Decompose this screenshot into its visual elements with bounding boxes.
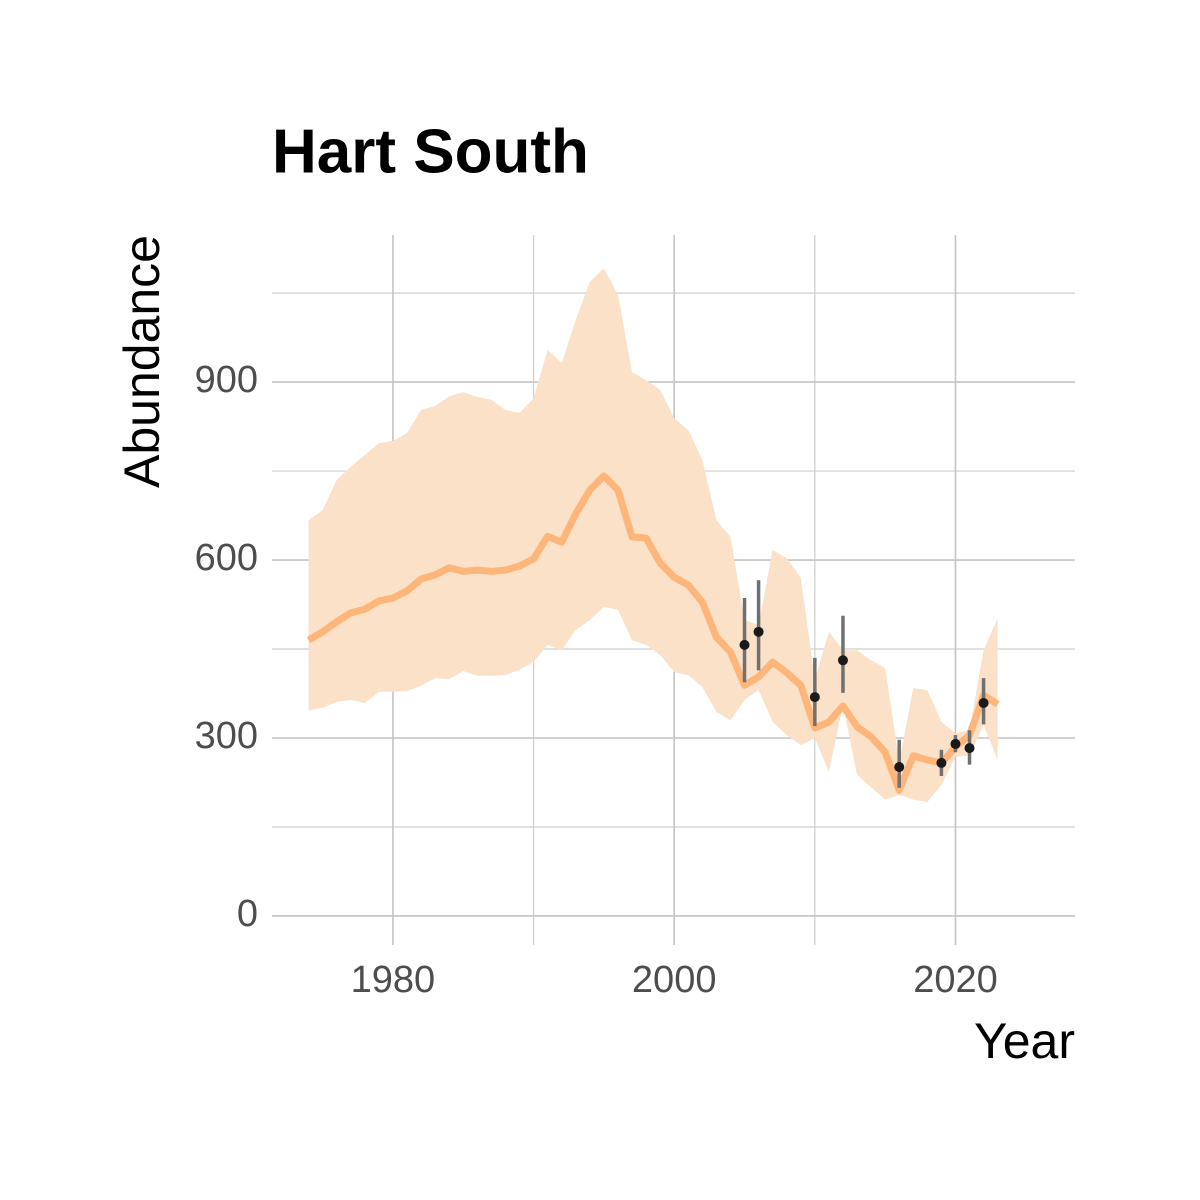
observation-point (809, 692, 820, 703)
observation-point (950, 738, 961, 749)
y-tick-label: 300 (195, 715, 258, 757)
observation-point (753, 626, 764, 637)
y-tick-label: 900 (195, 359, 258, 401)
chart-title: Hart South (272, 117, 589, 186)
y-tick-label: 0 (237, 893, 258, 935)
observation-point (978, 697, 989, 708)
line (306, 472, 1000, 794)
confidence-band (308, 268, 998, 803)
observation-point (964, 743, 975, 754)
x-tick-label: 2000 (632, 959, 717, 1001)
y-axis-title: Abundance (114, 235, 170, 488)
x-tick-label: 1980 (351, 959, 436, 1001)
observation-point (739, 639, 750, 650)
observation-point (837, 655, 848, 666)
x-tick-label: 2020 (913, 959, 998, 1001)
x-axis-title: Year (974, 1013, 1075, 1069)
observation-point (936, 757, 947, 768)
observation-point (894, 762, 905, 773)
y-tick-label: 600 (195, 537, 258, 579)
